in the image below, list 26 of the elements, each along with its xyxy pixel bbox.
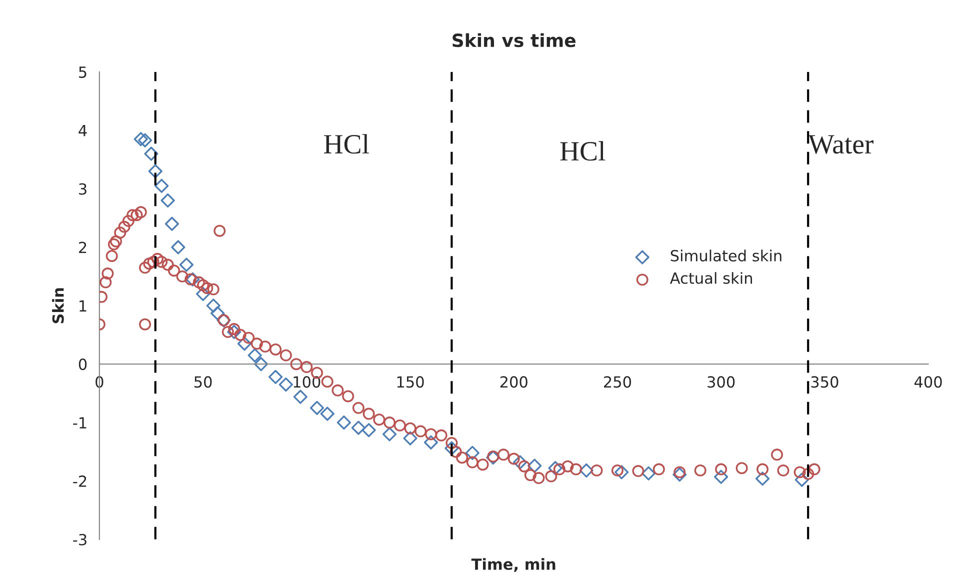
- y-tick-label: 3: [79, 183, 86, 195]
- y-axis-title: Skin: [52, 288, 64, 324]
- x-axis-title: Time, min: [471, 558, 556, 572]
- x-tick-label: 200: [500, 376, 528, 388]
- annotation: Water: [808, 135, 874, 154]
- x-tick-label: 100: [294, 376, 320, 388]
- y-tick-label: 4: [78, 125, 87, 136]
- x-tick-label: 0: [96, 376, 104, 388]
- y-tick-label: -2: [73, 475, 86, 487]
- x-tick-label: 400: [914, 376, 942, 388]
- x-tick-label: 250: [604, 376, 632, 388]
- y-tick-label: -3: [73, 534, 86, 546]
- chart-title: Skin vs time: [452, 33, 576, 48]
- annotation: HCl: [560, 141, 606, 161]
- y-tick-label: 1: [80, 300, 86, 312]
- y-tick-label: 0: [78, 358, 87, 370]
- y-tick-label: 2: [79, 242, 86, 254]
- x-tick-label: 350: [811, 376, 838, 388]
- y-tick-label: 5: [79, 66, 86, 78]
- x-tick-label: 300: [708, 376, 735, 388]
- y-tick-label: -1: [73, 417, 86, 428]
- legend-label: Simulated skin: [670, 250, 782, 262]
- x-tick-label: 150: [397, 376, 424, 388]
- x-tick-label: 50: [194, 376, 212, 388]
- legend-label: Actual skin: [670, 272, 752, 284]
- annotation: HCl: [324, 134, 369, 154]
